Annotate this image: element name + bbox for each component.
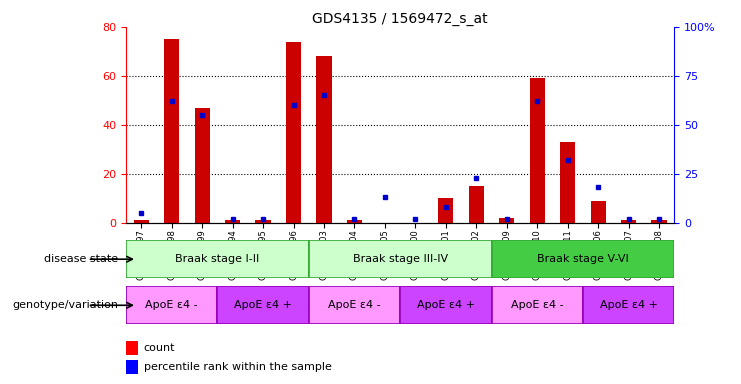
Text: ApoE ε4 +: ApoE ε4 +	[599, 300, 657, 310]
Bar	[309, 286, 400, 324]
Text: disease state: disease state	[44, 254, 119, 264]
Bar	[316, 56, 332, 223]
Bar	[651, 220, 667, 223]
Bar	[194, 108, 210, 223]
Bar	[256, 220, 270, 223]
Bar	[583, 286, 674, 324]
Text: ApoE ε4 -: ApoE ε4 -	[511, 300, 564, 310]
Bar	[217, 286, 309, 324]
Bar	[621, 220, 637, 223]
Text: percentile rank within the sample: percentile rank within the sample	[144, 362, 331, 372]
Bar	[164, 39, 179, 223]
Bar	[591, 201, 606, 223]
Bar	[400, 286, 491, 324]
Bar	[126, 341, 138, 355]
Bar	[491, 240, 674, 278]
Text: ApoE ε4 +: ApoE ε4 +	[417, 300, 475, 310]
Bar	[438, 198, 453, 223]
Bar	[126, 240, 309, 278]
Text: ApoE ε4 -: ApoE ε4 -	[328, 300, 381, 310]
Text: GDS4135 / 1569472_s_at: GDS4135 / 1569472_s_at	[312, 12, 488, 25]
Bar	[347, 220, 362, 223]
Bar	[126, 286, 217, 324]
Text: ApoE ε4 -: ApoE ε4 -	[145, 300, 198, 310]
Bar	[530, 78, 545, 223]
Bar	[133, 220, 149, 223]
Text: count: count	[144, 343, 175, 353]
Bar	[126, 360, 138, 374]
Bar	[499, 218, 514, 223]
Text: Braak stage I-II: Braak stage I-II	[175, 254, 259, 264]
Bar	[491, 286, 583, 324]
Text: ApoE ε4 +: ApoE ε4 +	[234, 300, 292, 310]
Bar	[225, 220, 240, 223]
Bar	[309, 240, 491, 278]
Text: Braak stage V-VI: Braak stage V-VI	[537, 254, 629, 264]
Bar	[560, 142, 575, 223]
Bar	[468, 186, 484, 223]
Text: genotype/variation: genotype/variation	[13, 300, 119, 310]
Text: Braak stage III-IV: Braak stage III-IV	[353, 254, 448, 264]
Bar	[286, 41, 301, 223]
